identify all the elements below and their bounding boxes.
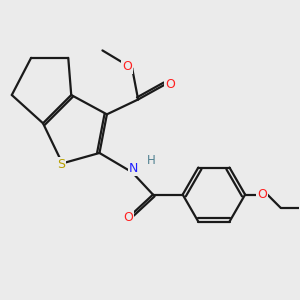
- Text: O: O: [122, 60, 132, 73]
- Text: H: H: [147, 154, 156, 167]
- Text: N: N: [129, 162, 138, 175]
- Text: S: S: [57, 158, 65, 171]
- Text: O: O: [123, 211, 133, 224]
- Text: O: O: [257, 188, 267, 201]
- Text: O: O: [165, 78, 175, 91]
